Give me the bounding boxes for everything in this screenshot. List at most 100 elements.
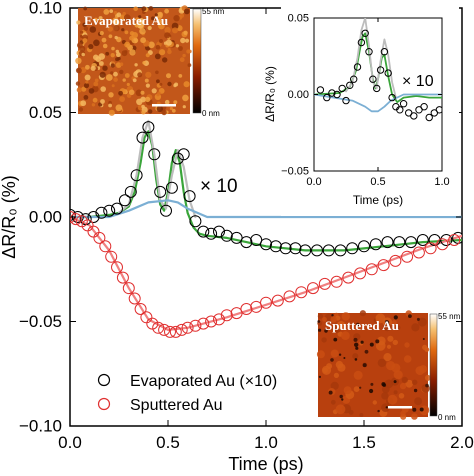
afm-grain	[139, 27, 146, 35]
afm-grain	[108, 100, 112, 105]
afm-grain	[330, 358, 334, 362]
main-x-tick-label: 2.0	[450, 433, 474, 452]
main-point-evaporated-au-10	[103, 204, 116, 217]
afm-grain	[101, 37, 107, 43]
afm-grain	[369, 388, 374, 394]
afm-grain	[103, 9, 110, 15]
afm-grain	[321, 337, 327, 343]
afm-grain	[124, 30, 129, 35]
afm-grain	[85, 64, 90, 70]
afm-grain	[155, 70, 159, 75]
afm-grain	[398, 393, 405, 399]
afm-grain	[93, 81, 99, 87]
inset-point-evaporated-au-data	[328, 89, 336, 97]
afm-grain	[82, 22, 87, 28]
main-point-sputtered-au	[189, 319, 202, 332]
inset-panel: 0.0 0.5 1.0 0.05 0.00 −0.05 Time (ps) ΔR/R₀ (…	[263, 4, 459, 216]
afm-grain	[107, 26, 114, 32]
afm-grain	[116, 12, 122, 18]
afm-grain	[385, 406, 388, 409]
afm-grain	[135, 17, 140, 22]
main-point-evaporated-au-10	[142, 121, 155, 134]
main-point-evaporated-au-10	[269, 240, 282, 253]
afm-grain	[113, 71, 118, 77]
inset-point-evaporated-au-data	[357, 38, 366, 47]
inset-point-evaporated-au-data	[342, 96, 350, 105]
afm-grain	[115, 57, 120, 62]
afm-grain	[356, 322, 360, 327]
afm-grain	[129, 49, 136, 56]
main-point-sputtered-au	[377, 259, 390, 272]
afm-grain	[343, 386, 352, 395]
afm-grain	[381, 403, 390, 412]
afm-grain	[359, 386, 362, 389]
main-point-evaporated-au-10	[346, 242, 359, 255]
afm-grain	[148, 41, 155, 49]
main-y-axis-title: ΔR/R₀ (%)	[0, 175, 19, 259]
afm-grain	[183, 8, 190, 15]
afm-grain	[352, 353, 359, 360]
afm-grain	[114, 35, 118, 40]
afm-grain	[419, 407, 424, 412]
inset-point-evaporated-au-data	[396, 106, 404, 114]
afm-grain	[377, 409, 380, 413]
afm-grain	[387, 335, 394, 342]
afm-grain	[110, 63, 115, 68]
afm-grain	[109, 9, 114, 14]
afm-grain	[424, 374, 431, 381]
afm-grain	[359, 310, 366, 317]
main-point-sputtered-au	[240, 303, 253, 315]
afm-grain	[179, 57, 185, 63]
inset-point-evaporated-au-data	[369, 75, 377, 83]
afm-grain	[144, 96, 151, 103]
afm-grain	[412, 379, 418, 385]
main-point-evaporated-au-10	[416, 234, 429, 246]
afm-grain	[110, 53, 115, 58]
inset-y-tick-label: 0.05	[288, 13, 309, 25]
afm-grain	[99, 71, 106, 78]
afm-grain	[85, 80, 89, 84]
afm-grain	[338, 353, 342, 356]
afm-grain	[324, 329, 328, 333]
main-point-evaporated-au-10	[160, 204, 172, 217]
afm-grain	[119, 96, 125, 102]
main-line-evaporated-au-background	[70, 199, 462, 219]
afm-grain	[322, 367, 328, 373]
main-point-evaporated-au-10	[260, 238, 272, 251]
main-point-evaporated-au-10	[381, 236, 394, 249]
main-point-evaporated-au-10	[177, 148, 190, 161]
afm-grain	[100, 86, 106, 92]
afm-grain	[187, 63, 192, 67]
main-point-sputtered-au	[330, 275, 343, 288]
main-point-evaporated-au-10	[279, 242, 292, 255]
afm-grain	[362, 363, 367, 368]
afm-grain	[182, 105, 186, 109]
afm-grain	[113, 11, 118, 15]
main-point-evaporated-au-10	[299, 244, 312, 257]
afm-grain	[337, 363, 346, 372]
afm-grain	[154, 53, 161, 60]
main-point-sputtered-au	[197, 317, 210, 330]
afm-grain	[99, 30, 104, 36]
afm-grain	[83, 82, 90, 89]
main-point-sputtered-au	[146, 317, 159, 330]
afm-grain	[391, 320, 397, 326]
inset-point-evaporated-au-data	[350, 75, 358, 83]
main-point-sputtered-au	[205, 315, 218, 328]
afm-grain	[424, 347, 430, 352]
afm-grain	[151, 88, 157, 94]
afm-grain	[330, 316, 337, 323]
afm-grain	[383, 323, 392, 332]
afm-grain	[184, 38, 190, 43]
inset-axes: 0.0 0.5 1.0 0.05 0.00 −0.05	[281, 13, 449, 188]
main-point-evaporated-au-10	[334, 244, 347, 257]
afm-grain	[330, 349, 339, 358]
afm-grain	[80, 67, 87, 74]
afm-grain	[411, 323, 420, 332]
main-point-evaporated-au-10	[148, 148, 161, 161]
afm-grain	[81, 52, 85, 57]
afm-grain	[328, 390, 333, 395]
afm-grain	[138, 15, 142, 19]
afm-grain	[157, 11, 163, 17]
main-point-evaporated-au-10	[428, 234, 441, 246]
